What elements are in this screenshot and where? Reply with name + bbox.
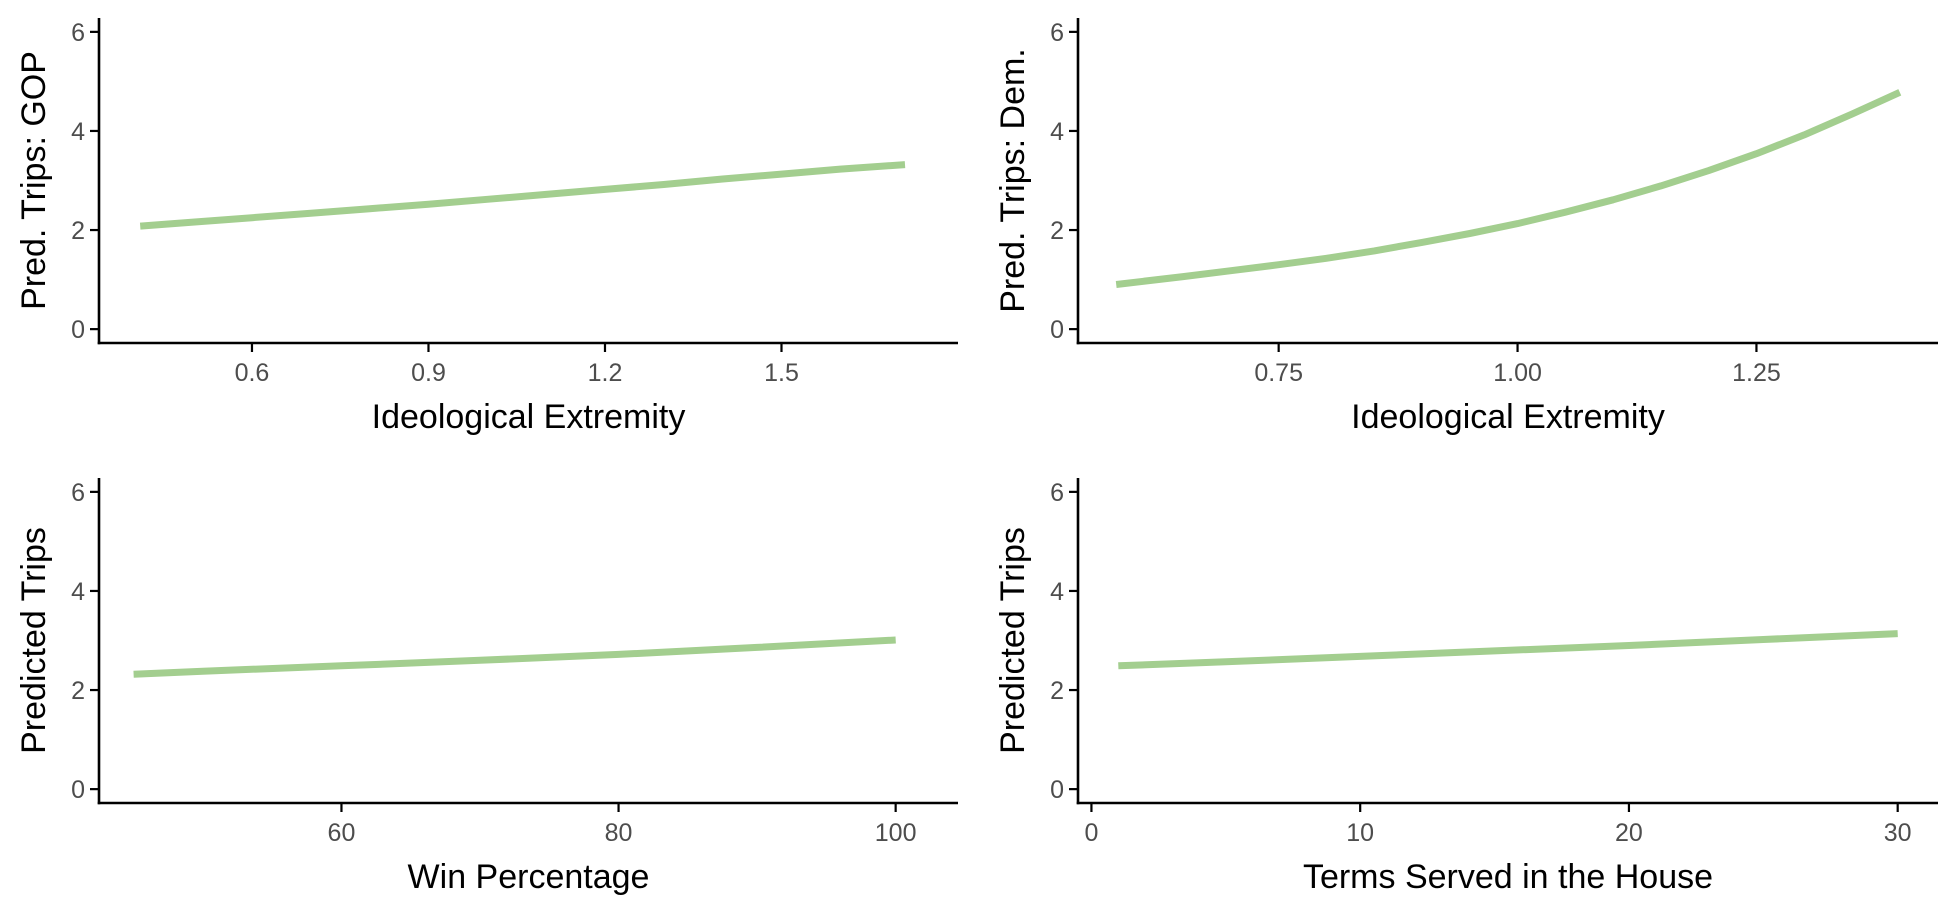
x-tick-label: 1.5 [764,359,799,387]
x-axis-title: Ideological Extremity [372,398,686,436]
y-tick-label: 4 [71,578,85,606]
y-tick-label: 6 [1050,479,1064,507]
x-tick-label: 20 [1615,819,1643,847]
x-tick-label: 0.6 [235,359,270,387]
y-tick-label: 0 [1050,316,1064,344]
x-tick-label: 1.2 [588,359,623,387]
panel-3: 0 2 4 6 60 80 100 Win Percentage Predicted Trips [15,478,958,896]
x-tick-label: 30 [1884,819,1912,847]
x-tick-label: 0.9 [411,359,446,387]
y-tick-label: 4 [1050,578,1064,606]
y-axis-title: Predicted Trips [994,527,1032,754]
y-tick-label: 6 [1050,19,1064,47]
x-tick-label: 60 [328,819,356,847]
panel-4: 0 2 4 6 0 10 20 30 Terms Served in the House Pred… [994,478,1938,896]
y-tick-label: 2 [1050,677,1064,705]
y-tick-label: 2 [1050,217,1064,245]
y-axis-title: Predicted Trips [15,527,53,754]
x-tick-label: 1.00 [1493,359,1542,387]
x-tick-label: 0 [1084,819,1098,847]
x-axis-title: Terms Served in the House [1303,858,1713,896]
y-tick-label: 6 [71,479,85,507]
y-tick-label: 0 [71,316,85,344]
x-tick-label: 1.25 [1732,359,1781,387]
x-tick-label: 80 [605,819,633,847]
y-tick-label: 0 [1050,776,1064,804]
x-axis-title: Ideological Extremity [1351,398,1665,436]
y-axis-title: Pred. Trips: Dem. [994,48,1032,313]
y-tick-label: 4 [1050,118,1064,146]
y-tick-label: 4 [71,118,85,146]
panel-1: 0 2 4 6 0.6 0.9 1.2 1.5 Ideological Extremity Pre… [15,18,958,436]
x-tick-label: 100 [875,819,917,847]
series-line-1 [139,161,906,230]
y-tick-label: 0 [71,776,85,804]
x-tick-label: 10 [1346,819,1374,847]
y-axis-title: Pred. Trips: GOP [15,51,53,310]
series-line-1 [1115,89,1902,288]
x-axis-title: Win Percentage [408,858,650,896]
y-tick-label: 2 [71,677,85,705]
panel-2: 0 2 4 6 0.75 1.00 1.25 Ideological Extremity Pre… [994,18,1938,436]
series-line-1 [133,636,896,678]
series-line-1 [1118,630,1898,670]
x-tick-label: 0.75 [1254,359,1303,387]
y-tick-label: 6 [71,19,85,47]
y-tick-label: 2 [71,217,85,245]
